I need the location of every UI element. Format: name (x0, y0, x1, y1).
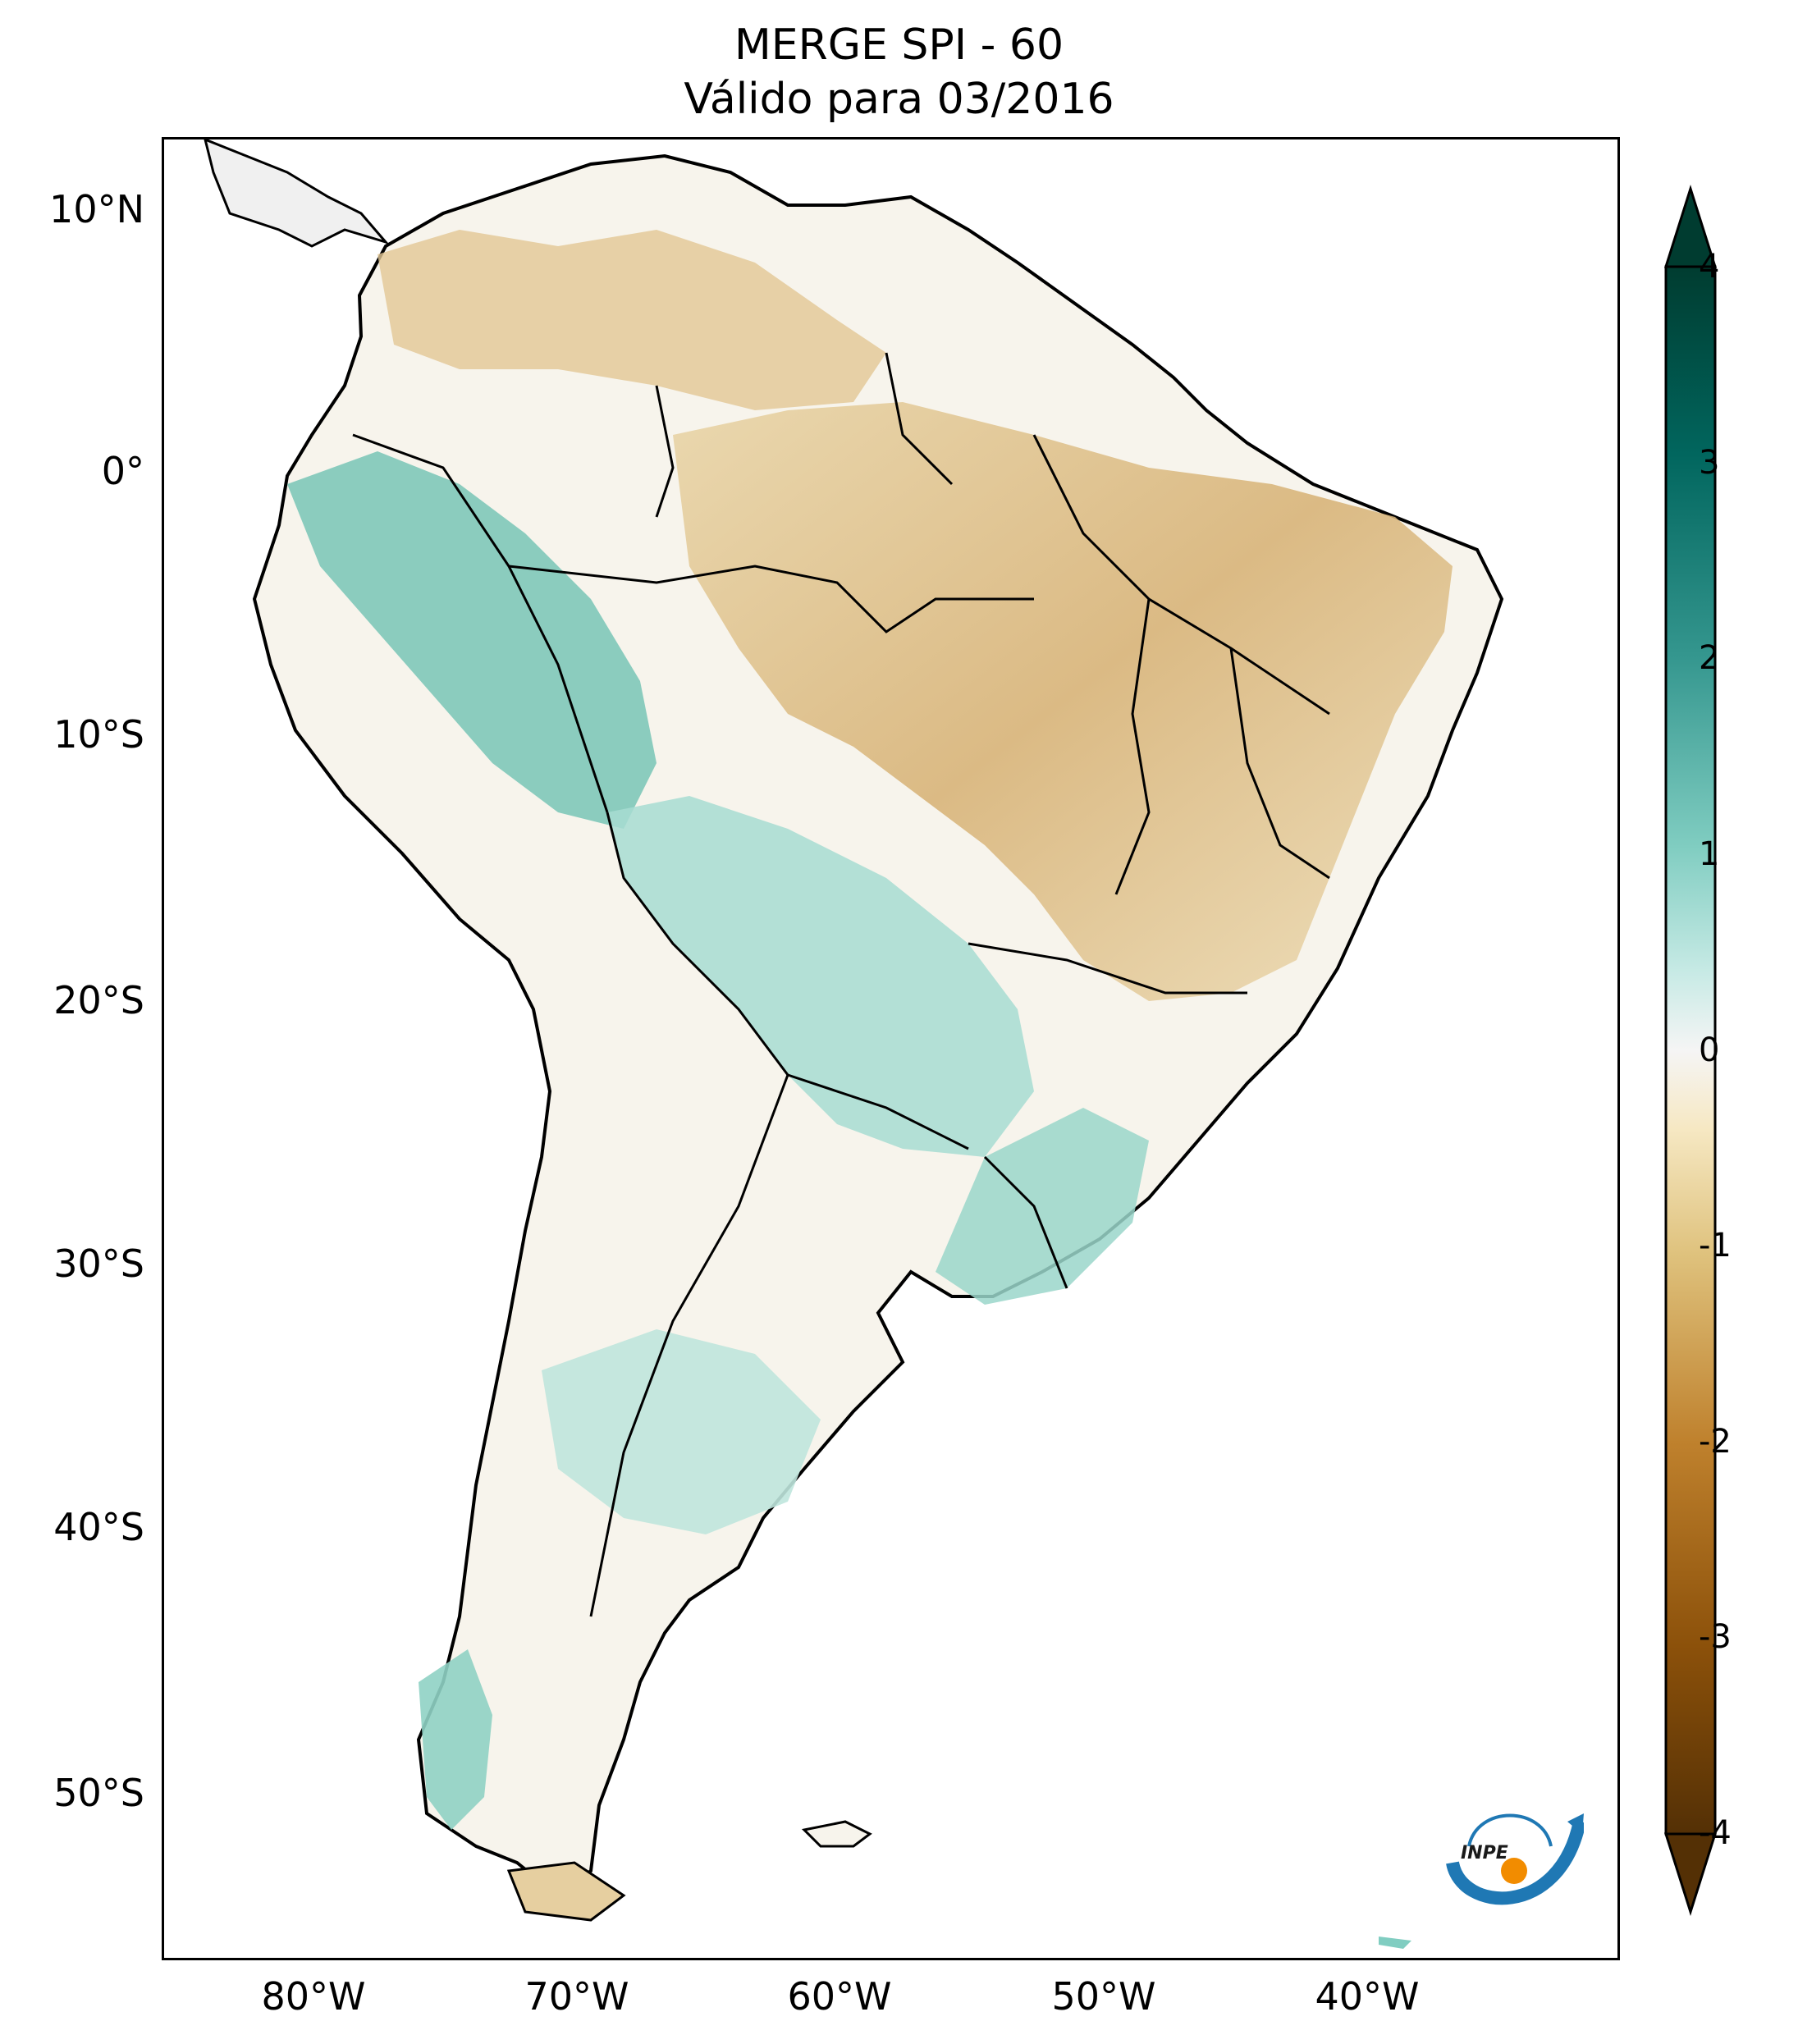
south-america-map (204, 139, 1504, 1949)
dry-region-tierra-del-fuego (506, 1861, 626, 1922)
map-frame (162, 137, 1620, 1960)
colorbar-tick-2: 2 (1699, 639, 1720, 677)
wet-region-south (936, 1108, 1149, 1305)
lat-label-20s: 20°S (53, 978, 144, 1022)
inpe-logo-text: INPE (1461, 1843, 1508, 1863)
colorbar-tick-4: 4 (1699, 248, 1720, 286)
lon-label-40w: 40°W (1315, 1974, 1420, 2019)
dry-region-north (377, 230, 886, 410)
colorbar-tick-1: 1 (1699, 835, 1720, 873)
colorbar-tick-minus-1: -1 (1699, 1227, 1732, 1264)
lon-label-60w: 60°W (787, 1974, 892, 2019)
colorbar-tick-minus-4: -4 (1699, 1814, 1732, 1852)
lat-label-0: 0° (101, 449, 144, 493)
wet-region-pampas (542, 1329, 821, 1534)
map-title: MERGE SPI - 60 Válido para 03/2016 (0, 18, 1798, 126)
title-line-1: MERGE SPI - 60 (734, 21, 1064, 70)
south-georgia (1379, 1937, 1411, 1949)
lon-label-70w: 70°W (524, 1974, 629, 2019)
colorbar-tick-3: 3 (1699, 444, 1720, 482)
lon-label-50w: 50°W (1051, 1974, 1156, 2019)
wet-region-patagonia (419, 1649, 492, 1830)
falkland-islands (801, 1820, 872, 1848)
colorbar-bottom-extend (1663, 1832, 1718, 1916)
central-america-land (204, 139, 390, 248)
dry-region-northeast (673, 402, 1453, 1001)
colorbar-tick-0: 0 (1699, 1031, 1720, 1069)
lat-label-50s: 50°S (53, 1771, 144, 1815)
country-borders (352, 352, 1330, 1617)
lon-label-80w: 80°W (261, 1974, 366, 2019)
lat-label-40s: 40°S (53, 1505, 144, 1549)
wet-region-west (287, 451, 657, 829)
lat-label-10n: 10°N (49, 187, 144, 231)
title-line-2: Válido para 03/2016 (684, 75, 1114, 124)
wet-region-central (607, 796, 1034, 1157)
colorbar-tick-minus-3: -3 (1699, 1618, 1732, 1656)
lat-label-10s: 10°S (53, 712, 144, 757)
lat-label-30s: 30°S (53, 1241, 144, 1286)
inpe-logo: INPE (1446, 1813, 1584, 1905)
colorbar-tick-minus-2: -2 (1699, 1423, 1732, 1461)
spi-colorbar (1663, 185, 1718, 1916)
